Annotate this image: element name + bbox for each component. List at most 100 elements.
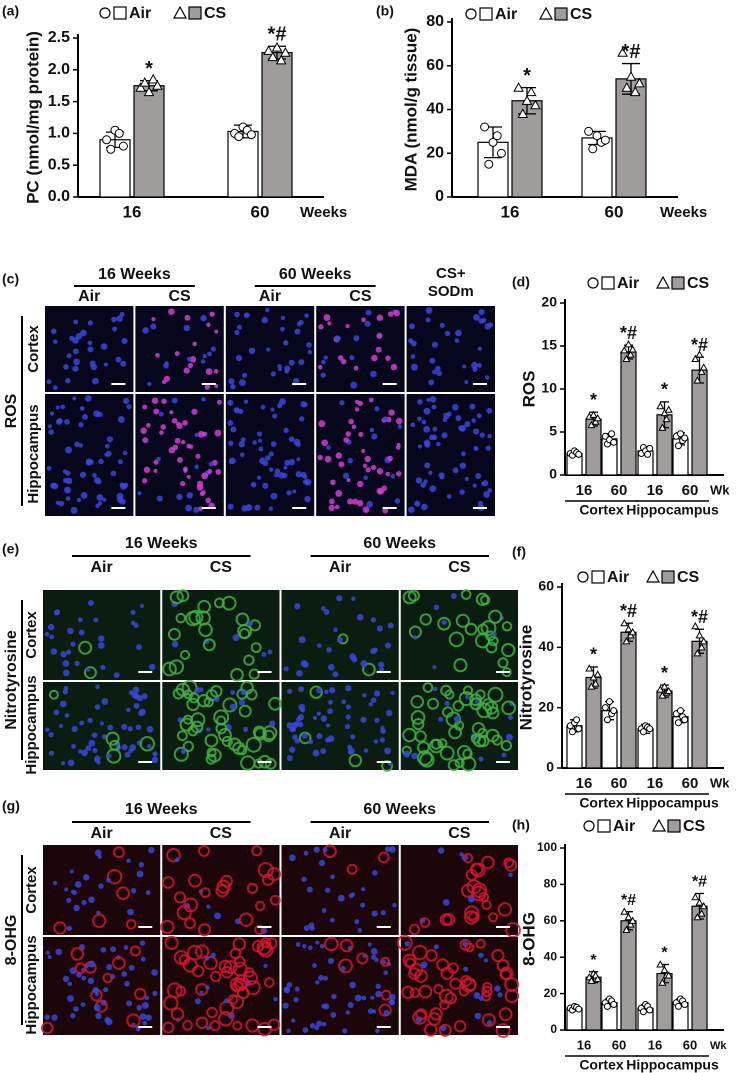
cell [238,704,252,718]
cell [227,994,239,1005]
nucleus [472,366,478,373]
nucleus [73,319,79,325]
cell [197,923,212,937]
nucleus [467,895,475,903]
cell [430,738,442,750]
nucleus [122,450,128,456]
legend-label: CS [204,5,227,22]
cell [475,592,490,606]
nucleus [187,362,194,369]
nucleus [64,887,69,892]
nucleus [72,337,79,344]
panel-label: (c) [2,271,19,287]
nucleus [130,609,136,615]
cell [230,668,244,682]
nucleus [151,397,159,404]
nucleus [437,847,445,854]
data-point [693,376,702,384]
nucleus [436,370,442,377]
nucleus [350,734,356,740]
nucleus [176,422,183,430]
cell [109,739,121,751]
cell [447,962,459,974]
nucleus [44,1014,50,1020]
data-point [681,434,689,442]
cell [168,659,185,675]
nucleus [196,484,204,491]
nucleus [452,467,459,474]
cell [221,595,237,611]
cell [160,919,175,935]
cell [309,685,323,699]
data-point [139,76,151,87]
nucleus [102,497,107,502]
nucleus [83,874,90,881]
nucleus [121,337,128,345]
cell [438,1023,452,1037]
cell [362,662,376,677]
column-label: Air [91,559,113,576]
nucleus [78,749,83,754]
nucleus [66,897,72,903]
nucleus [169,410,174,415]
data-point [620,618,629,627]
nucleus [104,452,109,457]
cell [176,730,188,742]
cell [218,959,232,974]
nucleus [124,751,131,758]
legend-swatch [601,276,615,290]
nucleus [352,498,359,505]
cell [182,1020,193,1031]
cell [188,873,202,888]
data-point [644,450,652,458]
data-point [621,82,633,92]
nucleus [292,489,297,494]
nucleus [428,434,435,441]
cell [264,758,277,770]
data-point [656,401,665,410]
nucleus [452,404,459,411]
cell [197,844,211,857]
nucleus [375,983,381,989]
nucleus [345,431,351,437]
nucleus [273,996,278,1002]
cell [481,899,492,911]
nucleus [130,887,137,894]
nucleus [95,503,100,509]
nucleus [145,1014,152,1021]
nucleus [387,622,394,629]
nucleus [410,363,418,371]
nucleus [463,966,469,972]
bar [615,78,647,198]
nucleus [357,927,363,933]
nucleus [227,420,234,426]
nucleus [76,497,82,503]
panel-label: (a) [2,3,19,19]
nucleus [288,436,295,442]
cell [183,689,194,700]
nucleus [141,693,148,700]
nucleus [62,477,68,483]
data-point [610,707,618,715]
nucleus [142,478,148,484]
nucleus [283,666,289,672]
nucleus [432,686,438,692]
nucleus [375,1028,380,1034]
x-tick-label: 60 [682,482,699,499]
cell [409,987,421,998]
nucleus [385,355,391,362]
nucleus [428,379,435,386]
nucleus [207,351,212,357]
nucleus [171,397,178,404]
cell [227,737,242,752]
data-point [695,350,704,358]
cell [433,983,444,995]
nucleus [321,908,327,913]
nucleus [360,902,366,908]
nucleus [354,994,362,1002]
nucleus [152,990,158,997]
cell [412,944,428,961]
nucleus [360,716,367,723]
nucleus [120,360,127,367]
legend-symbol [645,569,661,583]
